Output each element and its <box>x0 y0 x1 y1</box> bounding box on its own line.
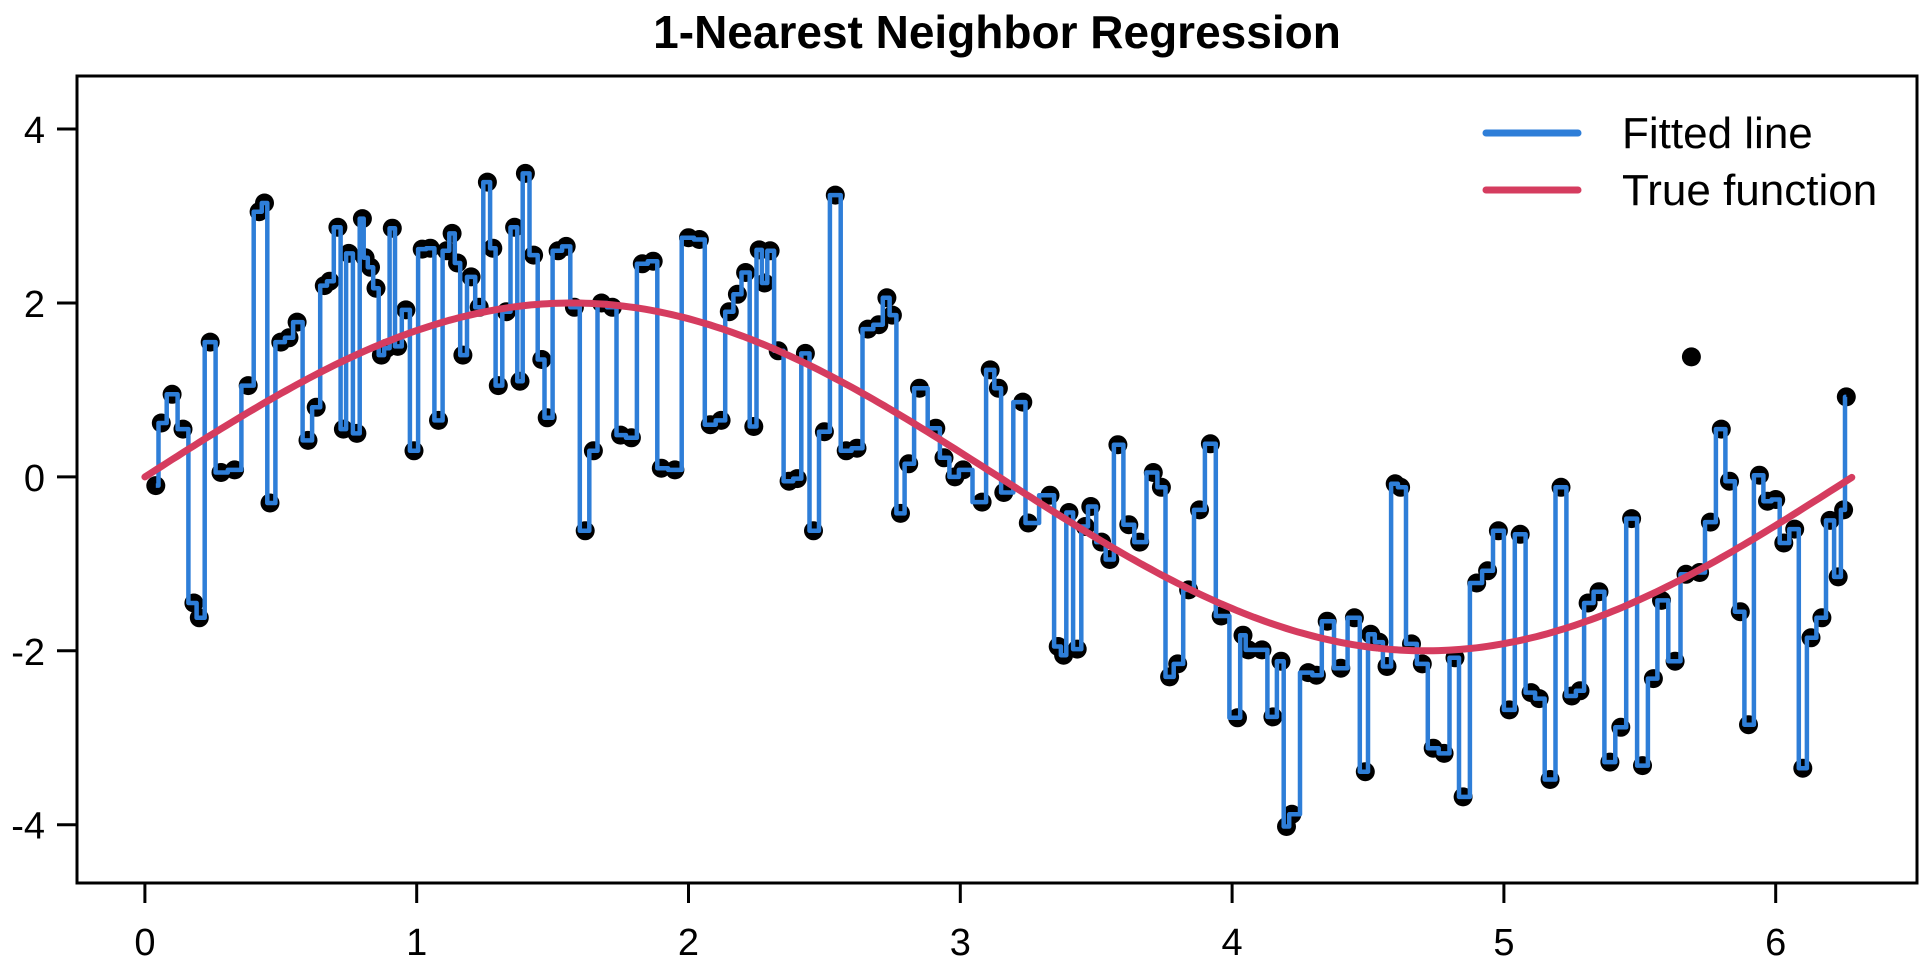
x-tick-label: 2 <box>678 922 699 960</box>
data-point <box>1681 347 1701 367</box>
x-tick-label: 6 <box>1765 922 1786 960</box>
true-function-curve <box>141 299 1856 655</box>
legend-true-function-label: True function <box>1622 166 1877 215</box>
x-tick-label: 4 <box>1222 922 1243 960</box>
x-tick-label: 1 <box>406 922 427 960</box>
y-tick-label: 2 <box>24 284 45 326</box>
y-tick-label: -2 <box>11 632 45 674</box>
x-tick-label: 3 <box>950 922 971 960</box>
x-tick-label: 0 <box>134 922 155 960</box>
plot-border <box>75 74 1919 885</box>
true-function-path <box>141 299 1856 655</box>
fitted-step-line <box>155 171 1848 829</box>
x-tick-label: 5 <box>1493 922 1514 960</box>
y-tick-label: -4 <box>11 806 45 848</box>
y-tick-label: 0 <box>24 458 45 500</box>
axes-and-ticks: 0 1 2 3 4 5 6 -4 -2 0 2 4 <box>11 74 1919 960</box>
legend: Fitted line True function <box>1482 109 1877 215</box>
y-tick-label: 4 <box>24 110 45 152</box>
scatter-points <box>146 163 1856 836</box>
chart-title: 1-Nearest Neighbor Regression <box>653 6 1341 58</box>
legend-fitted-line-label: Fitted line <box>1622 109 1813 158</box>
fitted-step-path <box>155 171 1848 829</box>
